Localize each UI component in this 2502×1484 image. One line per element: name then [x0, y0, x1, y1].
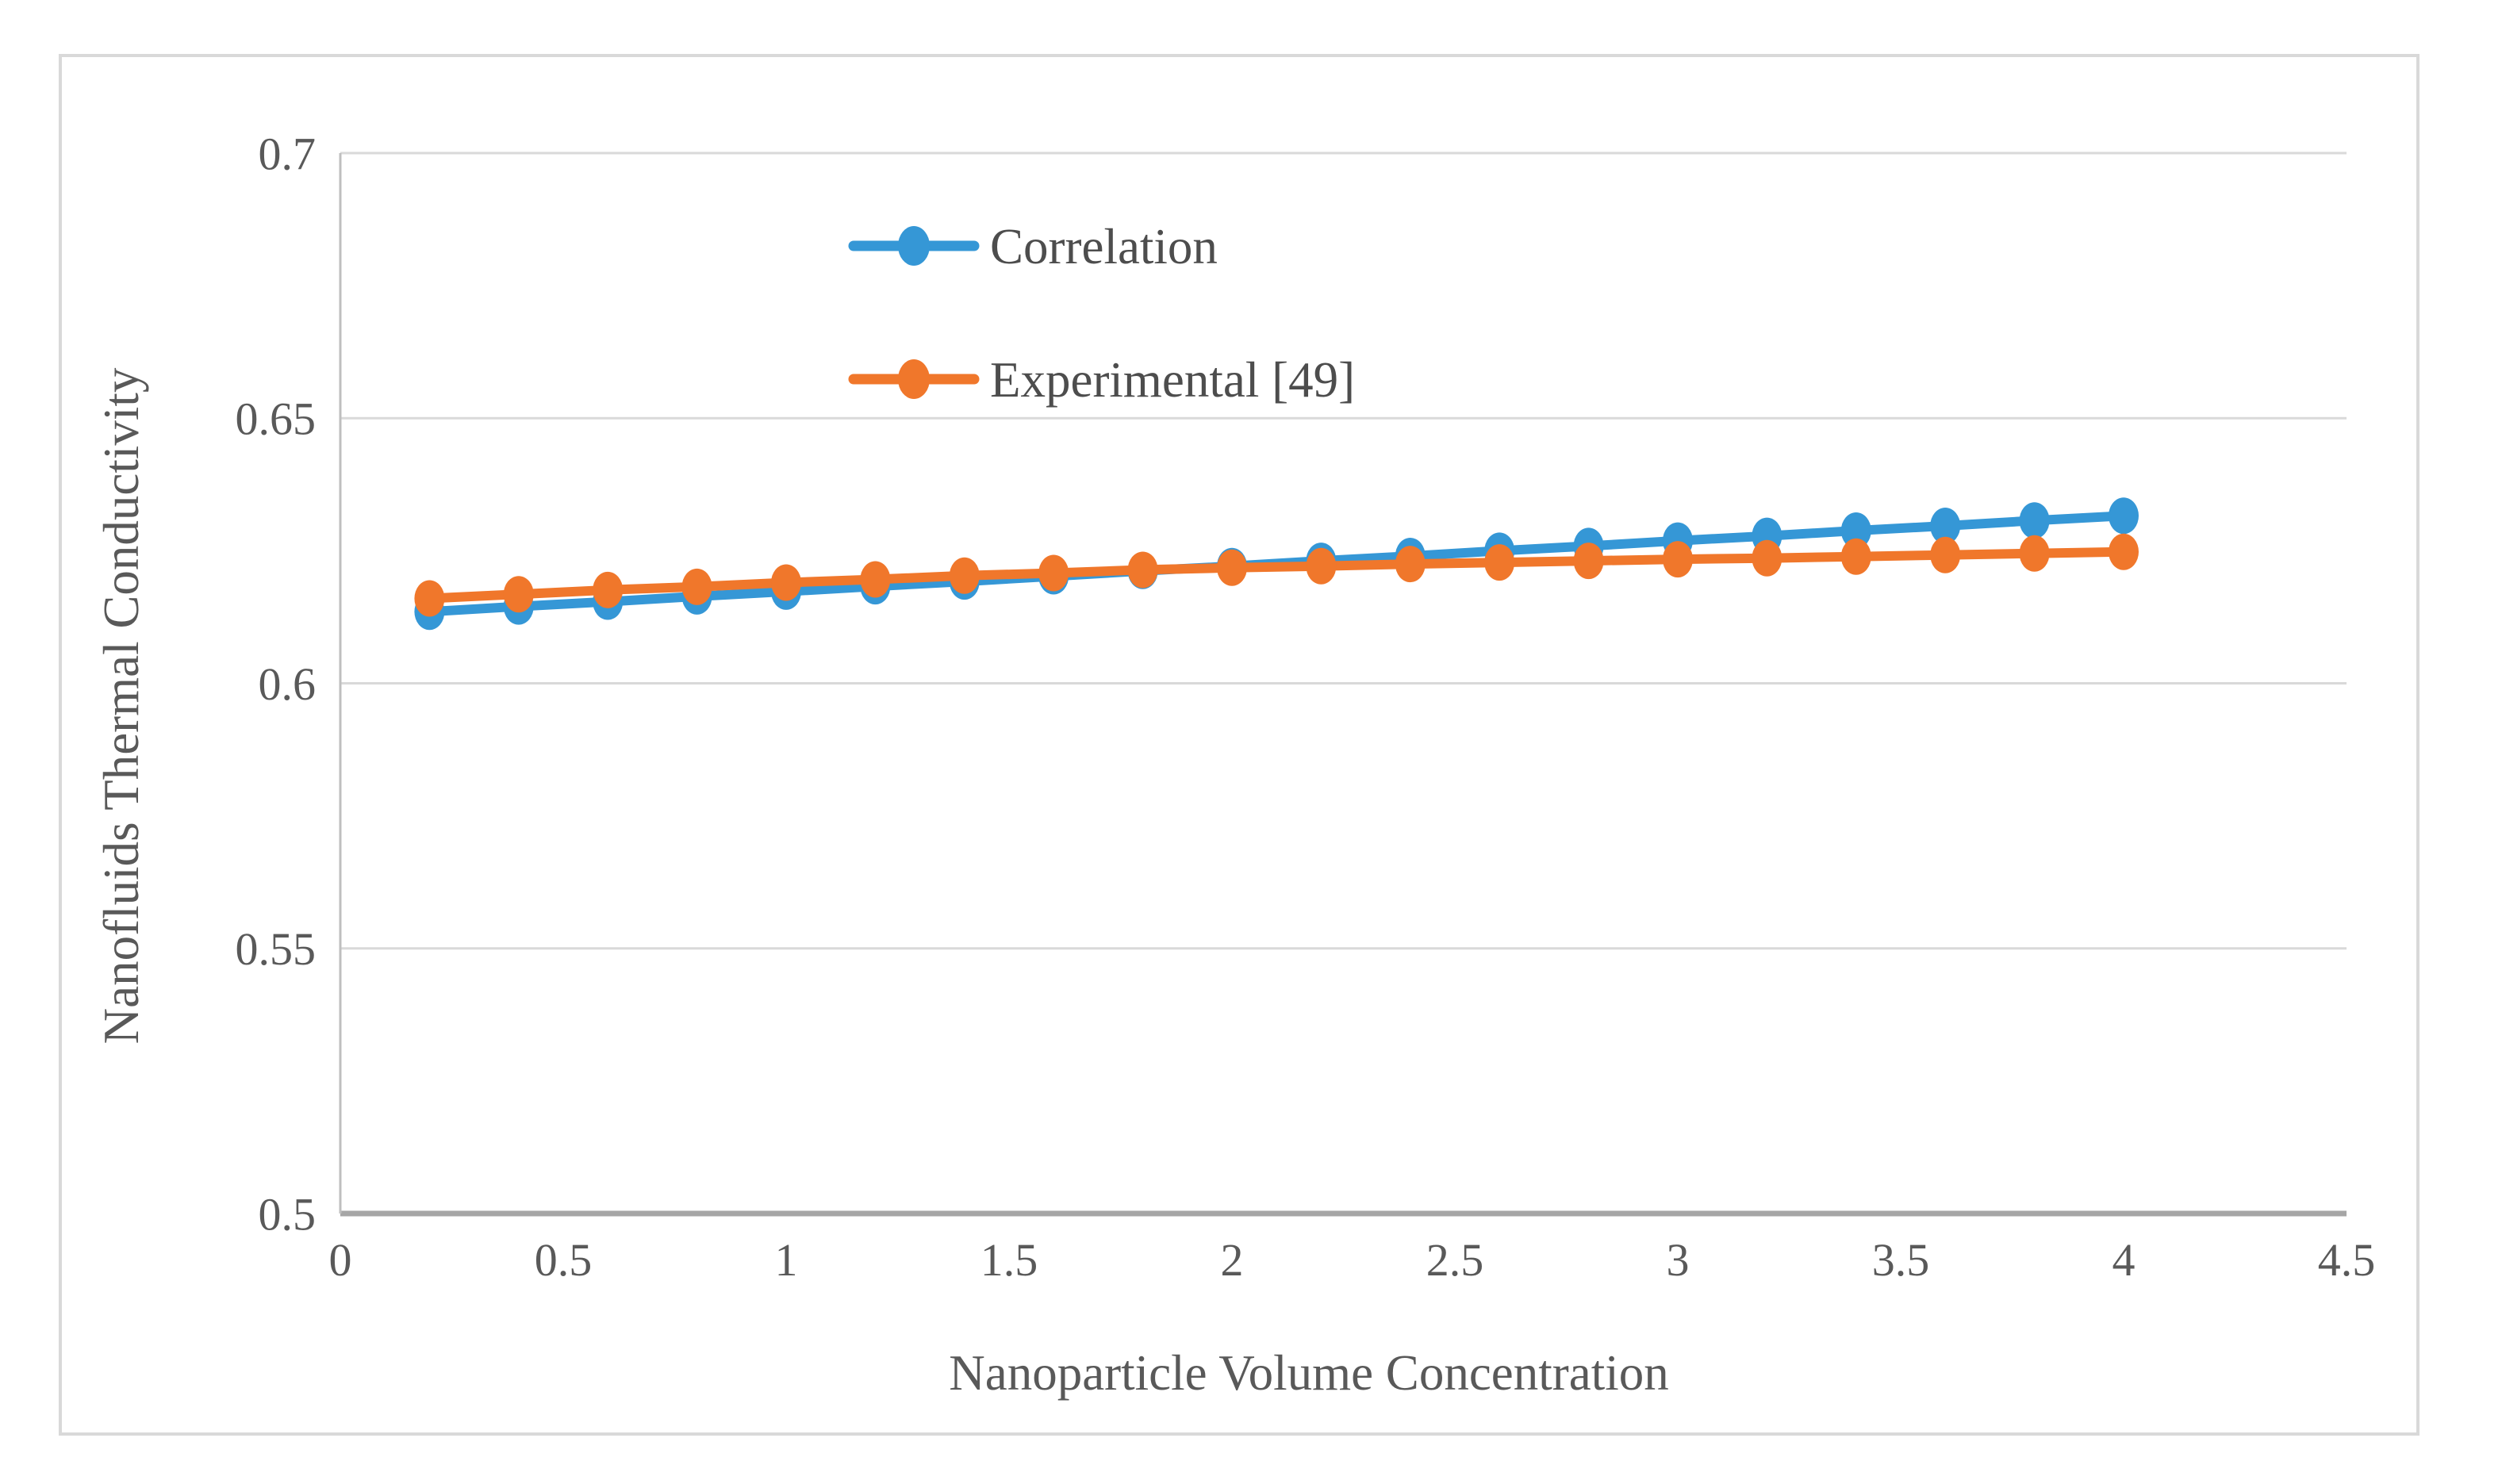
legend-label-experimental: Experimental [49]: [990, 352, 1355, 408]
data-point-marker: [2019, 502, 2050, 539]
axes: [339, 153, 2347, 1217]
figure-border: [59, 54, 2419, 1436]
x-tick-label: 1.5: [980, 1234, 1038, 1286]
data-point-marker: [949, 557, 980, 594]
x-tick-label: 4: [2113, 1234, 2136, 1286]
legend-label-correlation: Correlation: [990, 219, 1218, 274]
data-point-marker: [2109, 533, 2139, 570]
x-axis-title: Nanoparticle Volume Concentration: [949, 1345, 1668, 1401]
x-tick-label: 3: [1667, 1234, 1690, 1286]
x-tick-label: 1: [775, 1234, 798, 1286]
data-point-marker: [1752, 539, 1782, 577]
x-tick-label: 3.5: [1872, 1234, 1930, 1286]
data-point-marker: [860, 561, 891, 598]
data-point-marker: [1395, 546, 1426, 583]
data-point-marker: [1663, 541, 1693, 578]
x-tick-label: 4.5: [2318, 1234, 2376, 1286]
y-tick-label: 0.55: [236, 923, 317, 975]
legend-swatch-correlation: [848, 226, 980, 266]
data-point-marker: [1930, 507, 1961, 544]
data-point-marker: [1840, 512, 1871, 549]
data-point-marker: [2019, 535, 2050, 572]
plot-series: [414, 497, 2139, 631]
x-tick-label: 0: [329, 1234, 352, 1286]
data-point-marker: [1306, 547, 1337, 585]
x-tick-label: 2: [1221, 1234, 1244, 1286]
data-point-marker: [1484, 544, 1515, 581]
y-axis-title: Nanofluids Thermal Conductivity: [94, 367, 149, 1044]
x-tick-label: 2.5: [1426, 1234, 1484, 1286]
legend-marker: [898, 359, 930, 399]
y-tick-label: 0.65: [236, 393, 317, 445]
data-point-marker: [1573, 543, 1604, 580]
y-tick-label: 0.6: [259, 658, 317, 710]
data-point-marker: [593, 571, 624, 608]
legend: Correlation Experimental [49]: [848, 219, 1355, 408]
data-point-marker: [1930, 536, 1961, 573]
legend-marker: [898, 226, 930, 266]
y-tick-label: 0.5: [259, 1188, 317, 1240]
legend-swatch-experimental: [848, 359, 980, 399]
data-point-marker: [1217, 549, 1247, 586]
data-point-marker: [1038, 554, 1069, 592]
tick-labels: 0.70.650.60.550.50 0.5 1 1.5 2 2.5 3 3.5 4 4.5: [236, 128, 2376, 1286]
data-point-marker: [414, 580, 445, 617]
y-tick-label: 0.7: [259, 128, 317, 179]
x-tick-label: 0.5: [535, 1234, 593, 1286]
data-point-marker: [681, 568, 712, 605]
data-point-marker: [771, 564, 801, 601]
gridlines: [340, 151, 2347, 950]
data-point-marker: [1840, 538, 1871, 575]
data-point-marker: [2109, 497, 2139, 535]
data-point-marker: [1127, 551, 1158, 589]
data-point-marker: [503, 576, 534, 613]
